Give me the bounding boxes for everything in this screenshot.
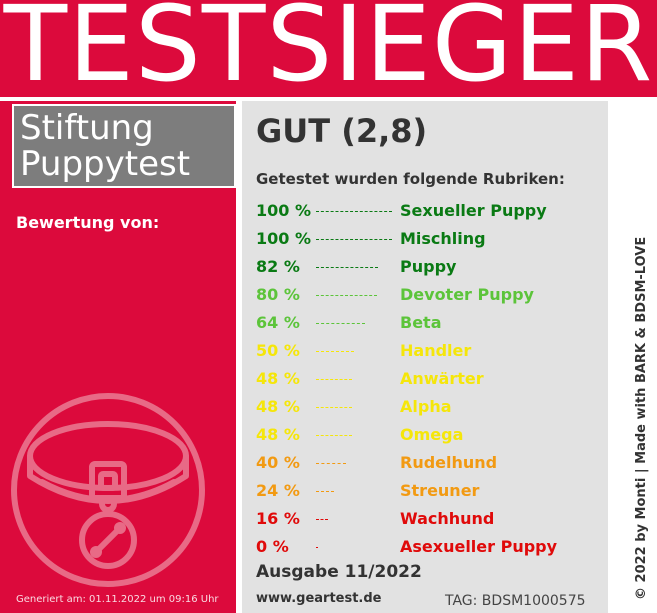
category-percent: 48 %: [256, 425, 300, 444]
category-row: 48 % Alpha: [256, 396, 606, 418]
category-name: Mischling: [400, 229, 486, 248]
edition-label: Ausgabe 11/2022: [256, 562, 422, 582]
generated-timestamp: Generiert am: 01.11.2022 um 09:16 Uhr: [16, 594, 219, 605]
category-score-line: [316, 267, 378, 268]
brand-box: Stiftung Puppytest: [12, 104, 236, 188]
category-score-line: [316, 351, 354, 352]
category-score-line: [316, 547, 318, 548]
category-percent: 48 %: [256, 397, 300, 416]
category-percent: 16 %: [256, 509, 300, 528]
category-percent: 82 %: [256, 257, 300, 276]
credit-label: © 2022 by Monti | Made with BARK & BDSM-…: [634, 236, 649, 600]
category-percent: 50 %: [256, 341, 300, 360]
category-percent: 40 %: [256, 453, 300, 472]
banner-title: TESTSIEGER: [3, 0, 654, 105]
category-name: Puppy: [400, 257, 457, 276]
category-name: Omega: [400, 425, 464, 444]
grade-result: GUT (2,8): [256, 112, 428, 150]
category-row: 50 % Handler: [256, 340, 606, 362]
category-name: Alpha: [400, 397, 452, 416]
category-percent: 24 %: [256, 481, 300, 500]
category-percent: 100 %: [256, 229, 311, 248]
category-name: Sexueller Puppy: [400, 201, 547, 220]
categories-heading: Getestet wurden folgende Rubriken:: [256, 170, 565, 188]
category-percent: 80 %: [256, 285, 300, 304]
banner: TESTSIEGER: [0, 0, 657, 97]
right-panel: [242, 101, 608, 613]
tag-label: TAG: BDSM1000575: [445, 593, 586, 609]
category-score-line: [316, 323, 365, 324]
category-percent: 64 %: [256, 313, 300, 332]
category-row: 100 % Mischling: [256, 228, 606, 250]
category-row: 82 % Puppy: [256, 256, 606, 278]
category-row: 100 % Sexueller Puppy: [256, 200, 606, 222]
category-row: 16 % Wachhund: [256, 508, 606, 530]
category-name: Beta: [400, 313, 442, 332]
category-name: Devoter Puppy: [400, 285, 534, 304]
brand-line-1: Stiftung: [20, 108, 154, 148]
category-score-line: [316, 295, 377, 296]
website-link[interactable]: www.geartest.de: [256, 591, 382, 606]
category-name: Anwärter: [400, 369, 484, 388]
category-row: 80 % Devoter Puppy: [256, 284, 606, 306]
category-score-line: [316, 463, 346, 464]
category-name: Handler: [400, 341, 472, 360]
category-score-line: [316, 407, 352, 408]
category-row: 0 % Asexueller Puppy: [256, 536, 606, 558]
category-name: Rudelhund: [400, 453, 498, 472]
category-score-line: [316, 379, 352, 380]
category-name: Asexueller Puppy: [400, 537, 558, 556]
category-row: 40 % Rudelhund: [256, 452, 606, 474]
category-score-line: [316, 239, 392, 240]
rated-by-label: Bewertung von:: [16, 213, 160, 232]
category-row: 64 % Beta: [256, 312, 606, 334]
category-score-line: [316, 491, 334, 492]
category-percent: 100 %: [256, 201, 311, 220]
brand-line-2: Puppytest: [20, 144, 191, 184]
category-score-line: [316, 435, 352, 436]
category-name: Wachhund: [400, 509, 495, 528]
category-score-line: [316, 211, 392, 212]
category-row: 24 % Streuner: [256, 480, 606, 502]
category-name: Streuner: [400, 481, 480, 500]
category-score-line: [316, 519, 328, 520]
dog-collar-icon: [11, 393, 205, 587]
category-row: 48 % Omega: [256, 424, 606, 446]
category-row: 48 % Anwärter: [256, 368, 606, 390]
category-percent: 48 %: [256, 369, 300, 388]
category-percent: 0 %: [256, 537, 289, 556]
